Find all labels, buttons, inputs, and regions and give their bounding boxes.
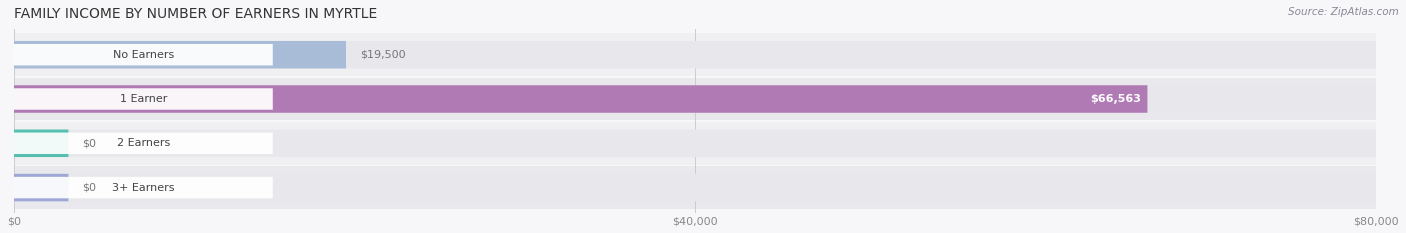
Bar bbox=[14, 166, 1376, 209]
Text: No Earners: No Earners bbox=[112, 50, 174, 60]
Text: FAMILY INCOME BY NUMBER OF EARNERS IN MYRTLE: FAMILY INCOME BY NUMBER OF EARNERS IN MY… bbox=[14, 7, 377, 21]
FancyBboxPatch shape bbox=[14, 85, 1147, 113]
FancyBboxPatch shape bbox=[14, 41, 346, 69]
FancyBboxPatch shape bbox=[14, 88, 273, 110]
Text: $0: $0 bbox=[82, 183, 96, 193]
Text: $66,563: $66,563 bbox=[1090, 94, 1140, 104]
Text: 1 Earner: 1 Earner bbox=[120, 94, 167, 104]
Text: $19,500: $19,500 bbox=[360, 50, 405, 60]
FancyBboxPatch shape bbox=[14, 174, 69, 201]
Bar bbox=[14, 78, 1376, 120]
FancyBboxPatch shape bbox=[14, 177, 273, 198]
Text: 2 Earners: 2 Earners bbox=[117, 138, 170, 148]
FancyBboxPatch shape bbox=[14, 174, 1376, 201]
Bar bbox=[14, 122, 1376, 164]
Text: $0: $0 bbox=[82, 138, 96, 148]
FancyBboxPatch shape bbox=[14, 133, 273, 154]
Text: 3+ Earners: 3+ Earners bbox=[112, 183, 174, 193]
Bar bbox=[14, 34, 1376, 76]
FancyBboxPatch shape bbox=[14, 41, 1376, 69]
FancyBboxPatch shape bbox=[14, 44, 273, 65]
FancyBboxPatch shape bbox=[14, 130, 69, 157]
Text: Source: ZipAtlas.com: Source: ZipAtlas.com bbox=[1288, 7, 1399, 17]
FancyBboxPatch shape bbox=[14, 85, 1376, 113]
FancyBboxPatch shape bbox=[14, 130, 1376, 157]
